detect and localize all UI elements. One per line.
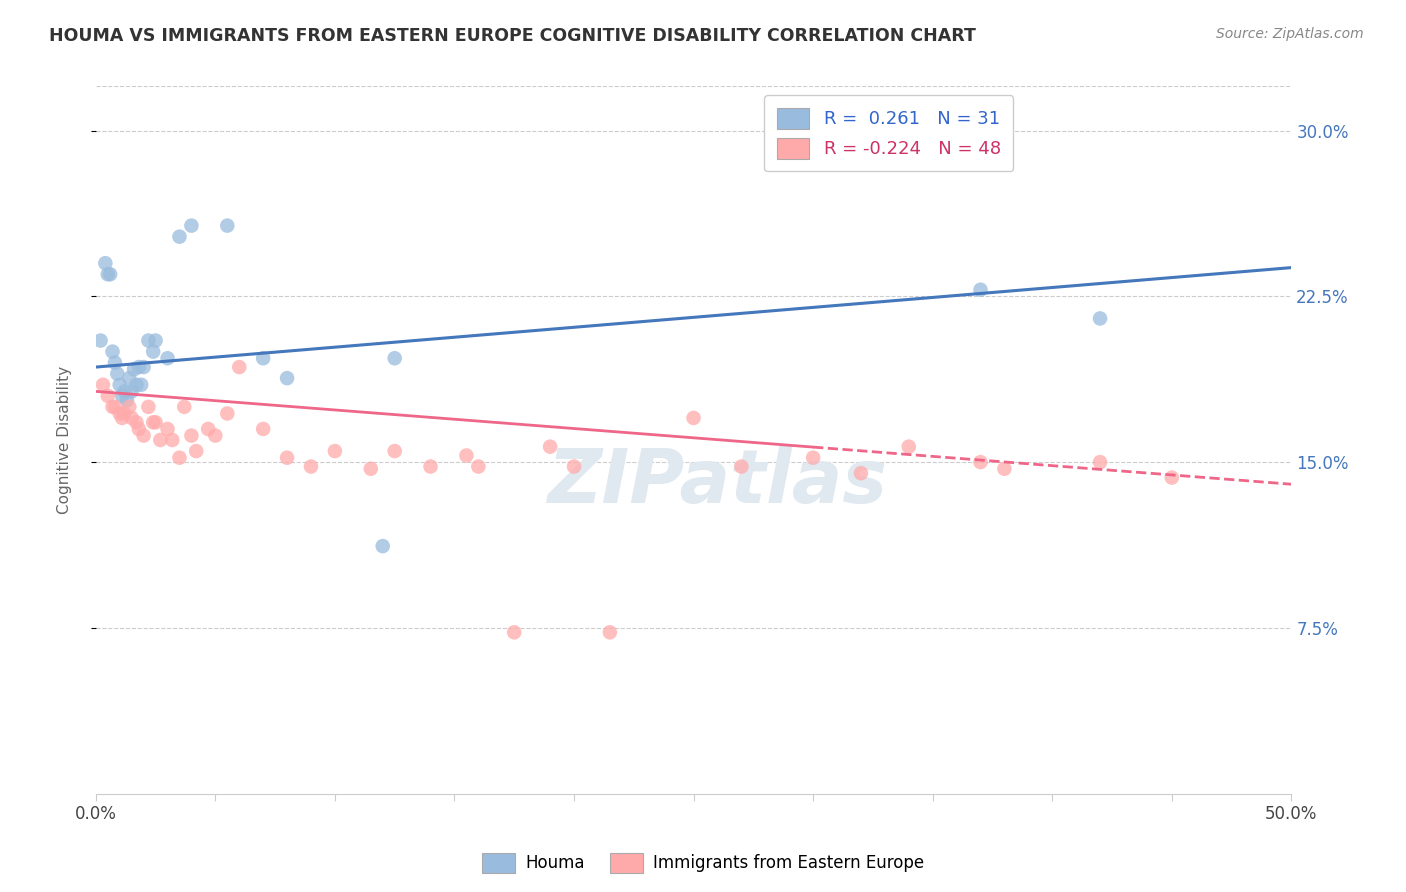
Point: [97, 267, 120, 281]
Point: [129, 377, 152, 392]
Point: [156, 422, 179, 436]
Point: [1088, 311, 1111, 326]
Point: [186, 444, 208, 458]
Point: [121, 384, 143, 399]
Point: [105, 367, 128, 381]
Point: [252, 422, 274, 436]
Point: [114, 407, 136, 421]
Point: [173, 400, 195, 414]
Point: [108, 407, 131, 421]
Point: [122, 362, 145, 376]
Point: [180, 219, 202, 233]
Legend: R =  0.261   N = 31, R = -0.224   N = 48: R = 0.261 N = 31, R = -0.224 N = 48: [763, 95, 1014, 171]
Point: [180, 428, 202, 442]
Point: [169, 450, 191, 465]
Point: [101, 400, 124, 414]
Point: [682, 411, 704, 425]
Point: [467, 459, 489, 474]
Point: [538, 440, 561, 454]
Point: [599, 625, 621, 640]
Point: [204, 428, 226, 442]
Point: [97, 389, 120, 403]
Point: [138, 334, 160, 348]
Point: [562, 459, 585, 474]
Point: [162, 433, 184, 447]
Point: [384, 351, 406, 366]
Point: [98, 267, 121, 281]
Point: [969, 283, 991, 297]
Point: [384, 444, 406, 458]
Point: [299, 459, 322, 474]
Point: [111, 411, 134, 425]
Point: [142, 344, 165, 359]
Point: [115, 393, 138, 408]
Point: [252, 351, 274, 366]
Text: HOUMA VS IMMIGRANTS FROM EASTERN EUROPE COGNITIVE DISABILITY CORRELATION CHART: HOUMA VS IMMIGRANTS FROM EASTERN EUROPE …: [49, 27, 976, 45]
Point: [276, 371, 298, 385]
Point: [149, 433, 172, 447]
Point: [1088, 455, 1111, 469]
Point: [145, 415, 167, 429]
Point: [90, 334, 112, 348]
Point: [730, 459, 752, 474]
Point: [145, 334, 167, 348]
Point: [132, 360, 155, 375]
Point: [142, 415, 165, 429]
Point: [169, 229, 191, 244]
Text: Source: ZipAtlas.com: Source: ZipAtlas.com: [1216, 27, 1364, 41]
Point: [128, 422, 150, 436]
Point: [276, 450, 298, 465]
Point: [217, 407, 239, 421]
Point: [104, 400, 127, 414]
Point: [323, 444, 346, 458]
Text: ZIPatlas: ZIPatlas: [547, 446, 887, 519]
Point: [118, 400, 141, 414]
Point: [138, 400, 160, 414]
Point: [132, 428, 155, 442]
Point: [91, 377, 114, 392]
Point: [94, 256, 117, 270]
Point: [969, 455, 991, 469]
Point: [456, 449, 478, 463]
Point: [121, 411, 143, 425]
Legend: Houma, Immigrants from Eastern Europe: Houma, Immigrants from Eastern Europe: [475, 847, 931, 880]
Point: [897, 440, 920, 454]
Point: [104, 356, 127, 370]
Point: [371, 539, 394, 553]
Point: [217, 219, 239, 233]
Y-axis label: Cognitive Disability: Cognitive Disability: [58, 366, 72, 514]
Point: [114, 384, 136, 399]
Point: [125, 415, 148, 429]
Point: [101, 344, 124, 359]
Point: [993, 462, 1015, 476]
Point: [1160, 470, 1182, 484]
Point: [156, 351, 179, 366]
Point: [108, 377, 131, 392]
Point: [228, 360, 250, 375]
Point: [125, 377, 148, 392]
Point: [360, 462, 382, 476]
Point: [197, 422, 219, 436]
Point: [111, 389, 134, 403]
Point: [801, 450, 824, 465]
Point: [849, 466, 872, 480]
Point: [128, 360, 150, 375]
Point: [419, 459, 441, 474]
Point: [503, 625, 526, 640]
Point: [118, 371, 141, 385]
